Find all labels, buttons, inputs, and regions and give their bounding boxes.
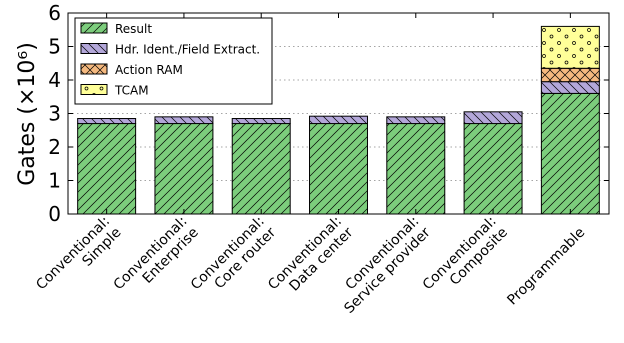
bars xyxy=(77,25,600,215)
bar-segment xyxy=(386,116,446,125)
y-tick-label: 3 xyxy=(48,102,61,126)
bar-segment xyxy=(231,118,291,125)
legend-swatch xyxy=(80,84,108,95)
bar-segment xyxy=(77,123,137,215)
bar-segment xyxy=(540,81,600,94)
x-tick-label: Conventional:Data center xyxy=(265,213,356,294)
bar-segment xyxy=(154,123,214,215)
legend-swatch xyxy=(80,22,108,34)
legend-box xyxy=(74,17,273,105)
legend: Result Hdr. Ident./Field Extract. Action R… xyxy=(74,17,273,105)
y-tick-label: 2 xyxy=(48,135,61,159)
x-tick-label-line: Programmable xyxy=(504,225,588,309)
bar-segment xyxy=(77,118,137,125)
bar-segment xyxy=(540,25,600,69)
x-tick-label: Conventional:Core router xyxy=(188,213,279,293)
bar-segment xyxy=(309,115,368,125)
x-tick-label: Conventional:Composite xyxy=(420,213,511,293)
legend-label: Action RAM xyxy=(115,63,183,77)
y-tick-label: 0 xyxy=(48,202,61,226)
x-tick-label: Conventional:Simple xyxy=(33,213,124,293)
x-tick-label: Programmable xyxy=(504,225,588,309)
bar-segment xyxy=(154,116,214,125)
x-tick-label: Conventional:Enterprise xyxy=(111,213,202,293)
legend-label: Result xyxy=(115,22,152,36)
legend-label: Hdr. Ident./Field Extract. xyxy=(115,43,260,57)
bar-segment xyxy=(386,123,446,215)
y-axis-label: Gates (×10⁶) xyxy=(15,42,40,186)
bar-segment xyxy=(540,92,600,215)
bar-segment xyxy=(540,67,600,83)
y-tick-label: 6 xyxy=(48,1,61,25)
legend-swatch xyxy=(80,43,108,54)
legend-swatch xyxy=(80,63,108,75)
y-tick-label: 1 xyxy=(48,169,61,193)
bar-segment xyxy=(231,123,291,215)
bar-segment xyxy=(309,123,368,215)
y-tick-label: 4 xyxy=(48,68,61,92)
y-tick-label: 5 xyxy=(48,35,61,59)
bar-segment xyxy=(463,123,523,215)
legend-label: TCAM xyxy=(114,84,149,98)
bar-segment xyxy=(463,111,523,125)
